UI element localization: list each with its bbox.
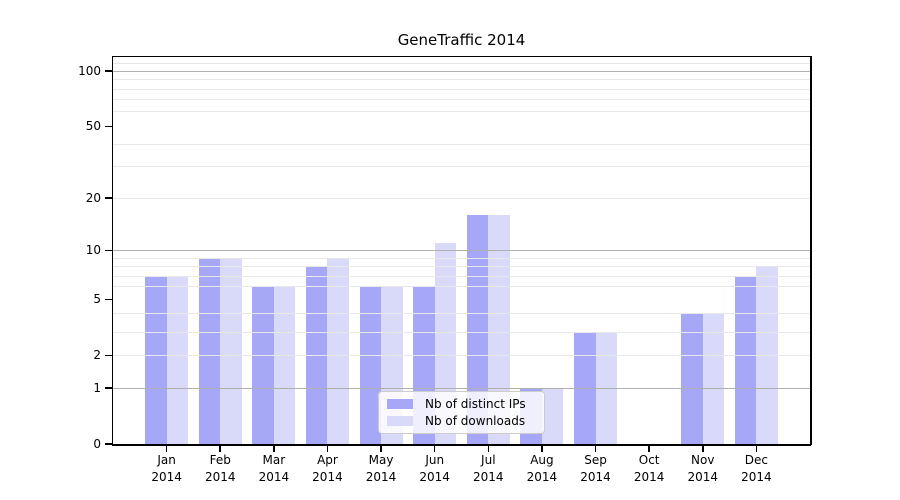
legend: Nb of distinct IPs Nb of downloads: [378, 391, 545, 434]
chart-title: GeneTraffic 2014: [397, 31, 526, 49]
y-tick-label-10: 10: [85, 243, 101, 258]
x-tick-label-apr: Apr 2014: [312, 453, 343, 484]
spine-left: [111, 56, 113, 445]
bar-ips-may: [359, 286, 382, 444]
x-tick-feb: [219, 445, 221, 452]
x-tick-jul: [487, 445, 490, 452]
gridline-major-100: [113, 70, 810, 72]
y-tick-label-100: 100: [78, 64, 101, 79]
x-tick-mar: [273, 445, 275, 452]
gridline-minor-30: [113, 166, 810, 168]
x-tick-label-feb: Feb 2014: [204, 453, 236, 484]
x-tick-jun: [433, 445, 436, 452]
gridline-minor-6: [113, 286, 810, 288]
gridline-minor-7: [113, 275, 810, 277]
x-tick-may: [380, 445, 382, 452]
gridline-minor-80: [113, 88, 810, 90]
x-tick-sep: [594, 445, 597, 452]
x-tick-label-sep: Sep 2014: [580, 453, 611, 484]
legend-entry-downloads: Nb of downloads: [387, 413, 536, 430]
plot-area: Nb of distinct IPs Nb of downloads 0 1 2 5 1…: [78, 55, 812, 484]
gridline-minor-4: [113, 313, 810, 315]
gridline-minor-3: [113, 331, 810, 333]
legend-swatch-distinct-ips: [387, 399, 413, 410]
x-tick-label-nov: Nov 2014: [687, 453, 719, 484]
bar-ips-jul: [466, 215, 489, 444]
x-tick-label-dec: Dec 2014: [741, 453, 772, 484]
x-tick-jan: [165, 445, 168, 452]
bar-downloads-aug: [541, 388, 564, 444]
legend-label-distinct-ips: Nb of distinct IPs: [425, 397, 526, 412]
gridline-minor-9: [113, 257, 810, 259]
x-tick-label-aug: Aug 2014: [526, 453, 558, 484]
gridline-minor-90: [113, 79, 810, 81]
x-tick-apr: [326, 445, 329, 452]
y-tick-label-1: 1: [93, 381, 101, 395]
x-tick-label-jul: Jul 2014: [473, 453, 504, 484]
bar-ips-mar: [252, 286, 274, 444]
x-tick-oct: [648, 445, 650, 452]
gridline-minor-60: [113, 111, 810, 113]
gridline-major-1: [113, 387, 810, 389]
y-tick-label-50: 50: [85, 119, 101, 134]
x-tick-label-may: May 2014: [365, 453, 397, 484]
gridline-minor-8: [113, 266, 810, 267]
legend-entry-distinct-ips: Nb of distinct IPs: [387, 396, 536, 413]
legend-swatch-downloads: [387, 415, 413, 426]
x-tick-label-jan: Jan 2014: [151, 453, 182, 484]
y-tick-50: [105, 125, 112, 128]
y-tick-0: [105, 443, 112, 445]
spine-bottom: [112, 444, 811, 446]
y-tick-10: [105, 249, 112, 252]
bar-ips-feb: [198, 258, 221, 444]
bar-downloads-mar: [273, 286, 296, 444]
y-tick-5: [105, 298, 112, 300]
y-tick-label-0: 0: [93, 437, 101, 451]
bar-ips-nov: [681, 314, 703, 444]
legend-label-downloads: Nb of downloads: [425, 413, 526, 428]
x-tick-nov: [702, 445, 704, 452]
bar-downloads-nov: [702, 314, 725, 444]
y-tick-1: [105, 387, 112, 389]
bar-ips-jan: [145, 276, 167, 444]
y-tick-2: [105, 354, 112, 356]
spine-top: [112, 55, 811, 57]
bar-downloads-feb: [220, 258, 242, 444]
bar-downloads-jan: [166, 276, 189, 444]
gridline-minor-110: [113, 63, 810, 65]
y-tick-label-20: 20: [85, 191, 101, 206]
gridline-minor-20: [113, 197, 810, 199]
x-tick-label-jun: Jun 2014: [419, 453, 450, 484]
gridline-minor-70: [113, 99, 810, 101]
y-tick-20: [105, 197, 112, 199]
gridline-minor-40: [113, 143, 810, 145]
bar-ips-dec: [734, 276, 757, 444]
x-tick-label-oct: Oct 2014: [633, 453, 665, 484]
gridline-minor-2: [113, 354, 810, 356]
gridline-major-10: [113, 249, 810, 251]
bar-downloads-jul: [488, 215, 510, 444]
y-tick-label-5: 5: [93, 292, 101, 307]
x-tick-label-mar: Mar 2014: [258, 453, 290, 484]
y-tick-100: [105, 70, 112, 72]
x-tick-dec: [755, 445, 758, 452]
spine-right: [810, 56, 812, 445]
y-tick-label-2: 2: [93, 348, 101, 363]
bar-downloads-apr: [327, 258, 349, 444]
x-tick-aug: [541, 445, 543, 452]
